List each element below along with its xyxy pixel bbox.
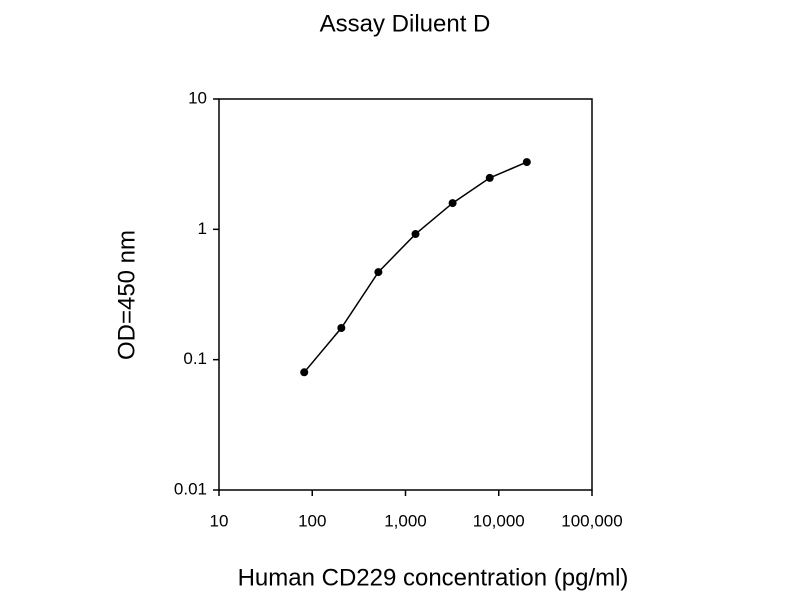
data-point — [485, 173, 494, 182]
data-point — [337, 323, 346, 332]
y-tick-label: 0.1 — [183, 349, 207, 368]
data-line — [303, 161, 528, 373]
data-point — [448, 199, 457, 208]
data-point — [411, 230, 420, 239]
y-tick-label: 10 — [188, 88, 207, 107]
x-axis-label: Human CD229 concentration (pg/ml) — [238, 564, 629, 591]
x-tick-label: 100,000 — [561, 511, 622, 530]
data-point — [300, 368, 309, 377]
x-tick-label: 1,000 — [384, 511, 427, 530]
data-point — [374, 268, 383, 277]
chart-title: Assay Diluent D — [320, 10, 491, 37]
x-tick-label: 100 — [298, 511, 326, 530]
plot-frame — [218, 98, 593, 491]
y-axis-label: OD=450 nm — [113, 230, 140, 360]
x-tick-label: 10,000 — [473, 511, 525, 530]
x-tick-label: 10 — [210, 511, 229, 530]
y-tick-label: 1 — [198, 219, 207, 238]
data-point — [522, 158, 531, 167]
y-tick-label: 0.01 — [174, 479, 207, 498]
